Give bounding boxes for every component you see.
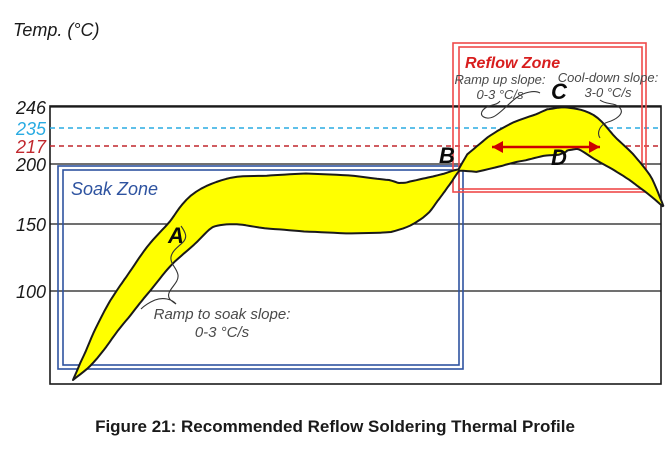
svg-text:217: 217 (15, 137, 47, 157)
svg-text:Reflow Zone: Reflow Zone (465, 55, 560, 72)
svg-text:235: 235 (15, 119, 47, 139)
svg-text:0-3 °C/s: 0-3 °C/s (195, 324, 250, 341)
svg-text:B: B (439, 143, 455, 168)
svg-text:Soak Zone: Soak Zone (71, 179, 158, 199)
svg-text:Figure 21: Recommended Reflow: Figure 21: Recommended Reflow Soldering … (95, 417, 575, 436)
svg-text:D: D (551, 145, 567, 170)
svg-text:Cool-down slope:: Cool-down slope: (558, 70, 659, 85)
svg-text:246: 246 (15, 98, 47, 118)
svg-text:200: 200 (15, 155, 46, 175)
svg-text:150: 150 (16, 215, 46, 235)
svg-text:Ramp to soak slope:: Ramp to soak slope: (154, 306, 291, 323)
svg-text:0-3 °C/s: 0-3 °C/s (476, 87, 524, 102)
svg-text:3-0 °C/s: 3-0 °C/s (584, 85, 632, 100)
svg-text:100: 100 (16, 282, 46, 302)
svg-text:Ramp up slope:: Ramp up slope: (454, 72, 545, 87)
svg-text:Temp. (°C): Temp. (°C) (13, 20, 100, 40)
